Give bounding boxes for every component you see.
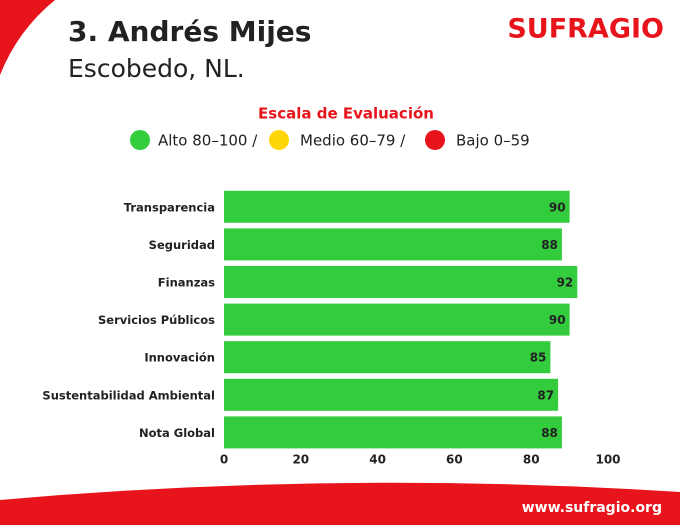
x-tick-label: 60 xyxy=(446,453,463,467)
footer-url: www.sufragio.org xyxy=(522,500,662,516)
title: 3. Andrés Mijes xyxy=(68,15,311,48)
value-label: 90 xyxy=(549,313,566,327)
bar xyxy=(224,228,562,261)
value-label: 90 xyxy=(549,200,566,214)
legend-label: Alto 80–100 / xyxy=(158,132,258,150)
y-tick-label: Innovación xyxy=(144,351,215,365)
x-tick-label: 20 xyxy=(292,453,309,467)
legend-title: Escala de Evaluación xyxy=(258,105,434,123)
value-label: 92 xyxy=(557,276,574,290)
bar xyxy=(224,341,551,374)
value-label: 88 xyxy=(541,238,558,252)
x-tick-label: 0 xyxy=(220,453,228,467)
value-label: 85 xyxy=(530,351,547,365)
legend-swatch xyxy=(425,130,445,150)
bar xyxy=(224,190,570,223)
legend-label: Medio 60–79 / xyxy=(300,132,406,150)
y-tick-label: Sustentabilidad Ambiental xyxy=(42,388,215,402)
bar xyxy=(224,378,559,411)
legend-label: Bajo 0–59 xyxy=(456,132,530,150)
footer-band xyxy=(0,482,680,525)
x-tick-label: 40 xyxy=(369,453,386,467)
brand-logo: SUFRAGIO xyxy=(507,14,664,45)
value-label: 88 xyxy=(541,426,558,440)
bar xyxy=(224,303,570,336)
y-tick-label: Transparencia xyxy=(124,200,215,214)
x-tick-label: 80 xyxy=(523,453,540,467)
corner-decoration xyxy=(0,0,55,75)
y-tick-label: Finanzas xyxy=(158,276,215,290)
legend-swatch xyxy=(269,130,289,150)
subtitle: Escobedo, NL. xyxy=(68,54,245,83)
y-tick-label: Seguridad xyxy=(149,238,215,252)
bar xyxy=(224,416,562,449)
value-label: 87 xyxy=(537,388,554,402)
bar xyxy=(224,266,578,298)
x-tick-label: 100 xyxy=(595,453,620,467)
y-tick-label: Nota Global xyxy=(139,426,215,440)
legend-swatch xyxy=(130,130,150,150)
y-tick-label: Servicios Públicos xyxy=(98,313,215,327)
